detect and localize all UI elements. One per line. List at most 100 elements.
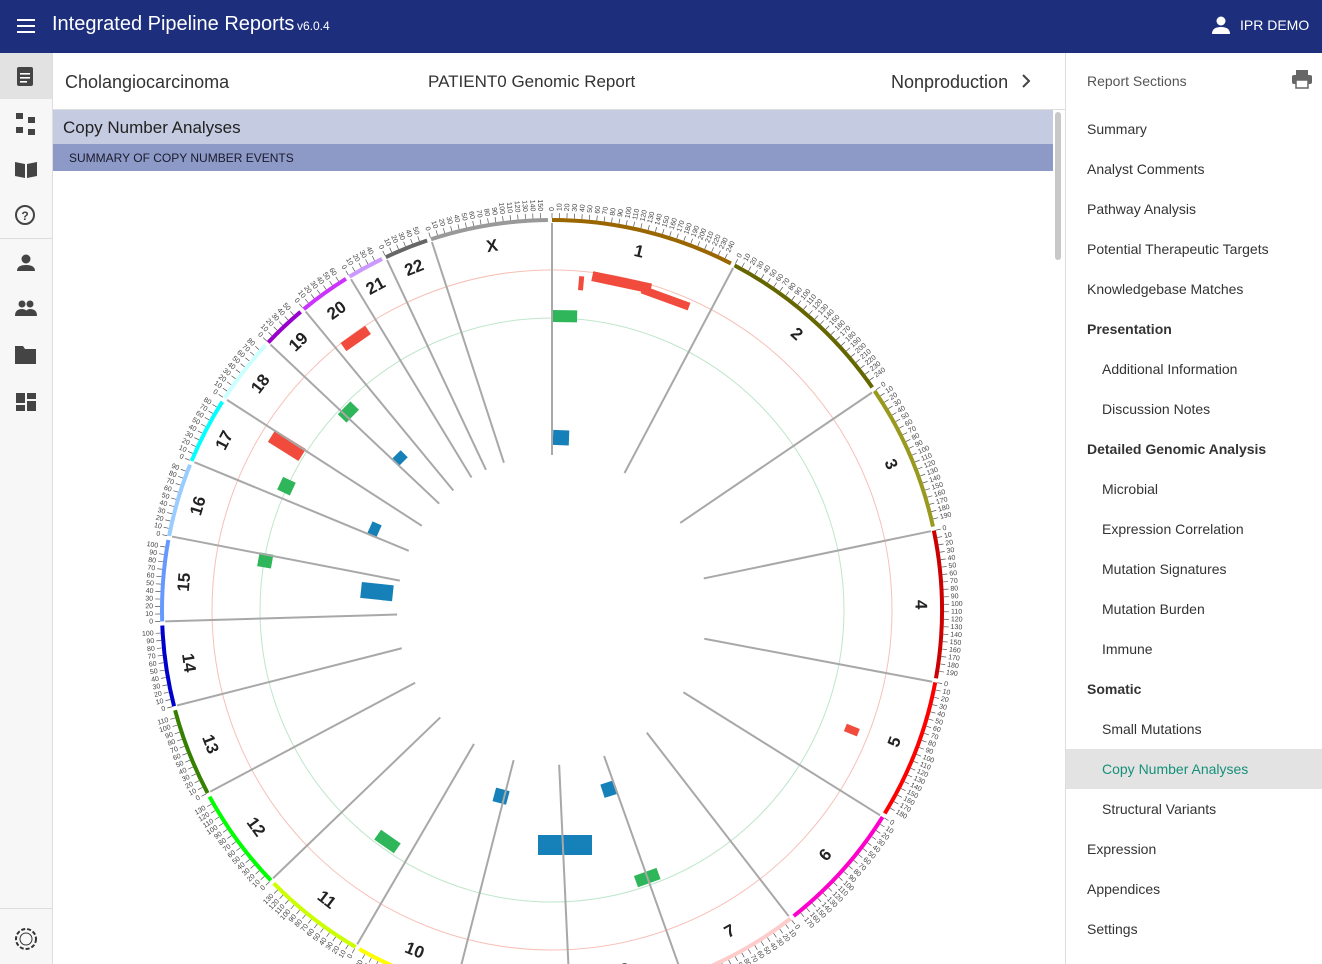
section-link[interactable]: Detailed Genomic Analysis [1087, 441, 1267, 457]
chromosome-band [710, 916, 792, 964]
tick-label: 100 [922, 754, 936, 765]
tick-label: 60 [163, 485, 173, 494]
tick-mark [396, 244, 399, 250]
tick-mark [236, 847, 241, 852]
section-link[interactable]: Pathway Analysis [1087, 201, 1196, 217]
tick-label: 20 [217, 374, 227, 384]
circos-plot: 1 0 10 20 30 40 50 60 70 80 90 100 110 120 130 140 150 16… [53, 171, 1053, 964]
tick-label: 30 [774, 937, 784, 947]
tick-label: 160 [933, 489, 946, 499]
tick-label: 0 [943, 681, 948, 689]
logo-icon[interactable] [12, 925, 40, 953]
tick-label: 40 [151, 676, 160, 684]
tick-mark [843, 871, 848, 876]
tick-label: 110 [202, 818, 215, 830]
user-name[interactable]: IPR DEMO [1240, 17, 1310, 33]
tick-label: 20 [781, 933, 791, 943]
tick-label: 60 [861, 856, 872, 866]
chromosome-label: 19 [285, 329, 312, 356]
nav-icons[interactable]: ? [14, 65, 38, 425]
section-link[interactable]: Small Mutations [1102, 721, 1202, 737]
tick-mark [410, 238, 413, 244]
sidebar: Report Sections Summary Analyst Comments P… [1065, 53, 1322, 964]
tick-mark [647, 225, 650, 231]
tick-mark [212, 404, 217, 408]
section-link[interactable]: Expression Correlation [1102, 521, 1244, 537]
tick-mark [927, 495, 933, 498]
tick-mark [822, 892, 827, 897]
tick-mark [197, 430, 203, 434]
section-link[interactable]: Mutation Burden [1102, 601, 1205, 617]
tick-label: 50 [191, 417, 201, 427]
section-link[interactable]: Potential Therapeutic Targets [1087, 241, 1269, 257]
tick-label: 10 [259, 323, 270, 334]
section-link[interactable]: Copy Number Analyses [1066, 749, 1322, 789]
print-icon[interactable] [1291, 69, 1313, 89]
tick-mark [939, 670, 945, 673]
tick-label: 130 [647, 211, 657, 224]
tick-label: 30 [270, 312, 281, 323]
tick-label: 30 [396, 232, 405, 242]
tick-label: 50 [150, 668, 159, 676]
tick-mark [728, 959, 732, 964]
section-link[interactable]: Microbial [1102, 481, 1159, 497]
tick-mark [226, 381, 232, 386]
section-link[interactable]: Immune [1102, 641, 1153, 657]
section-link[interactable]: Knowledgebase Matches [1087, 281, 1244, 297]
chromosome-divider [558, 764, 570, 964]
tick-mark [316, 289, 321, 295]
tick-mark [245, 859, 250, 863]
chevron[interactable] [1019, 73, 1033, 89]
section-link[interactable]: Mutation Signatures [1102, 561, 1227, 577]
tick-mark [182, 752, 188, 756]
chromosome-label: 21 [363, 273, 389, 299]
section-link[interactable]: Analyst Comments [1087, 161, 1205, 177]
tick-label: 10 [188, 788, 198, 798]
tick-mark [907, 774, 913, 778]
tick-mark [916, 754, 922, 757]
tick-mark [158, 662, 164, 664]
tick-mark [255, 870, 260, 875]
section-link[interactable]: Appendices [1087, 881, 1161, 897]
tick-label: 70 [240, 343, 251, 353]
tick-label: 240 [725, 240, 736, 254]
menu-icon[interactable] [16, 16, 36, 36]
user-icon[interactable] [1210, 14, 1232, 36]
tick-label: 40 [275, 307, 285, 318]
tick-label: 50 [411, 226, 420, 236]
section-link[interactable]: Presentation [1087, 321, 1172, 337]
chromosome-divider [703, 530, 932, 580]
tick-label: 50 [900, 412, 910, 422]
section-link[interactable]: Additional Information [1102, 361, 1238, 377]
tick-mark [231, 375, 236, 379]
tick-mark [403, 241, 406, 247]
tick-mark [603, 216, 606, 222]
section-link[interactable]: Somatic [1087, 681, 1142, 697]
tick-mark [596, 215, 598, 221]
tick-label: 0 [549, 207, 556, 211]
section-link[interactable]: Expression [1087, 841, 1157, 857]
tick-mark [735, 258, 739, 264]
tick-mark [835, 336, 841, 341]
scrollbar[interactable] [1055, 112, 1061, 260]
section-link[interactable]: Structural Variants [1102, 801, 1217, 817]
chromosome-band [358, 947, 394, 964]
section-link[interactable]: Discussion Notes [1102, 401, 1211, 417]
tick-mark [279, 894, 284, 900]
tick-mark [245, 357, 250, 362]
tick-mark [201, 793, 207, 797]
tick-label: 30 [325, 941, 335, 951]
tick-mark [880, 823, 885, 828]
section-link[interactable]: Summary [1087, 121, 1147, 137]
tick-label: 50 [769, 268, 779, 278]
tick-label: 10 [382, 237, 392, 247]
tick-mark [179, 745, 185, 749]
section-link[interactable]: Settings [1087, 921, 1138, 937]
tick-mark [170, 717, 176, 720]
chromosome-divider [171, 535, 401, 582]
tick-label: 90 [170, 463, 180, 472]
tick-label: 0 [259, 884, 267, 892]
tick-label: 70 [930, 733, 940, 742]
tick-label: 130 [353, 959, 365, 964]
tick-label: 50 [175, 760, 185, 769]
